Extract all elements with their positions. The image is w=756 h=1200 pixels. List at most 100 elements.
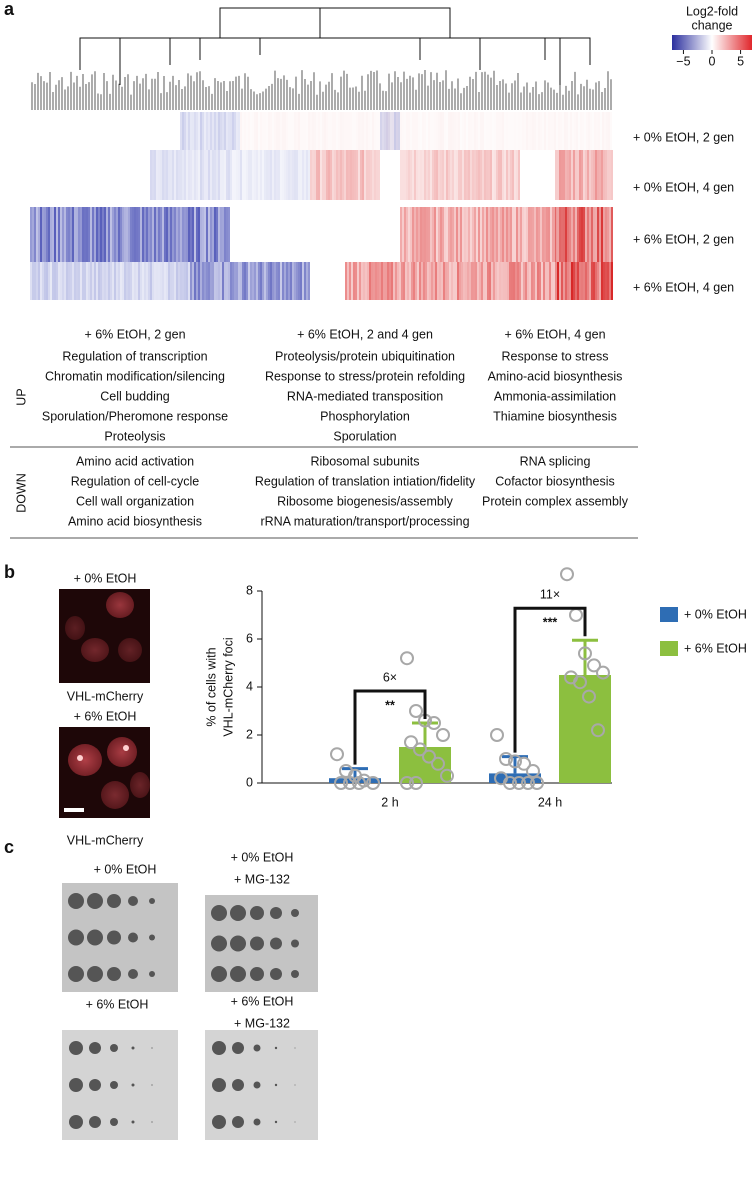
heatmap-cell <box>118 207 120 262</box>
data-point <box>427 716 441 730</box>
heatmap-cell <box>394 112 396 150</box>
heatmap-cell <box>320 150 322 200</box>
colorbar-title: Log2-fold <box>686 4 738 18</box>
heatmap-cell <box>457 262 459 300</box>
heatmap-cell <box>52 262 54 300</box>
heatmap-cell <box>288 262 290 300</box>
heatmap-cell <box>558 112 560 150</box>
heatmap-cell <box>234 262 236 300</box>
heatmap-cell <box>290 262 292 300</box>
heatmap-cell <box>586 112 588 150</box>
heatmap-cell <box>533 262 535 300</box>
yeast-spot <box>151 1084 153 1086</box>
heatmap-cell <box>304 150 306 200</box>
heatmap-cell <box>430 207 432 262</box>
heatmap-cell <box>544 207 546 262</box>
heatmap-cell <box>567 262 569 300</box>
heatmap-cell <box>208 262 210 300</box>
heatmap-cell <box>244 150 246 200</box>
heatmap-cell <box>414 112 416 150</box>
heatmap-cell <box>128 262 130 300</box>
term-up: Sporulation/Pheromone response <box>42 409 228 423</box>
heatmap-cell <box>334 150 336 200</box>
heatmap-cell <box>492 207 494 262</box>
yeast-spot <box>128 932 138 943</box>
panel-label: a <box>4 0 15 19</box>
heatmap-cell <box>266 150 268 200</box>
heatmap-cell <box>278 262 280 300</box>
heatmap-cell <box>453 262 455 300</box>
heatmap-cell <box>178 150 180 200</box>
heatmap-cell <box>583 262 585 300</box>
heatmap-cell <box>585 207 587 262</box>
heatmap-cell <box>571 207 573 262</box>
heatmap-cell <box>376 112 378 150</box>
micrograph-bg <box>59 727 150 818</box>
heatmap-cell <box>106 262 108 300</box>
heatmap-cell <box>346 112 348 150</box>
data-point <box>526 764 540 778</box>
heatmap-cell <box>212 150 214 200</box>
heatmap-cell <box>168 207 170 262</box>
heatmap-cell <box>597 262 599 300</box>
error-bar <box>572 638 598 675</box>
heatmap-cell <box>363 262 365 300</box>
significance-bracket <box>513 606 587 753</box>
heatmap-cell <box>563 150 565 200</box>
heatmap-cell <box>216 207 218 262</box>
data-point <box>440 768 454 783</box>
term-up: Thiamine biosynthesis <box>493 409 617 423</box>
heatmap-cell <box>218 112 220 150</box>
heatmap-cell <box>206 150 208 200</box>
heatmap-cell <box>344 112 346 150</box>
heatmap-cell <box>156 150 158 200</box>
plate-label: + MG-132 <box>234 872 290 886</box>
heatmap-cell <box>46 207 48 262</box>
heatmap-cell <box>122 262 124 300</box>
heatmap-cell <box>294 150 296 200</box>
heatmap-cell <box>490 207 492 262</box>
heatmap-cell <box>166 207 168 262</box>
heatmap-cell <box>130 262 132 300</box>
heatmap-cell <box>495 262 497 300</box>
heatmap-cell <box>194 150 196 200</box>
panel-label: b <box>4 562 15 582</box>
heatmap-cell <box>539 262 541 300</box>
heatmap-cell <box>66 207 68 262</box>
data-point <box>413 742 427 757</box>
heatmap-cell <box>379 262 381 300</box>
heatmap-cell <box>206 112 208 150</box>
heatmap-cell <box>164 262 166 300</box>
heatmap-cell <box>112 262 114 300</box>
heatmap-cell <box>569 262 571 300</box>
heatmap-cell <box>340 150 342 200</box>
heatmap-cell <box>418 207 420 262</box>
y-axis-label: VHL-mCherry foci <box>221 637 235 736</box>
heatmap-cell <box>459 262 461 300</box>
data-point <box>587 658 601 673</box>
heatmap-cell <box>530 207 532 262</box>
heatmap-cell <box>609 150 611 200</box>
heatmap-cell <box>486 207 488 262</box>
heatmap-cell <box>384 112 386 150</box>
heatmap-cell <box>162 207 164 262</box>
heatmap-cell <box>102 262 104 300</box>
heatmap-cell <box>272 150 274 200</box>
heatmap-cell <box>334 112 336 150</box>
heatmap-cell <box>511 262 513 300</box>
heatmap-cell <box>557 207 559 262</box>
yeast-spot <box>151 1047 153 1049</box>
heatmap-cell <box>399 262 401 300</box>
heatmap-cell <box>595 150 597 200</box>
heatmap-cell <box>82 207 84 262</box>
heatmap-cell <box>518 112 520 150</box>
heatmap-cell <box>342 150 344 200</box>
yeast-spot <box>69 1115 83 1129</box>
image-title: + 6% EtOH <box>74 709 137 723</box>
heatmap-cell <box>466 150 468 200</box>
heatmap-cell <box>451 262 453 300</box>
heatmap-cell <box>492 150 494 200</box>
data-point <box>521 776 535 790</box>
heatmap-cell <box>547 262 549 300</box>
heatmap-cell <box>66 262 68 300</box>
